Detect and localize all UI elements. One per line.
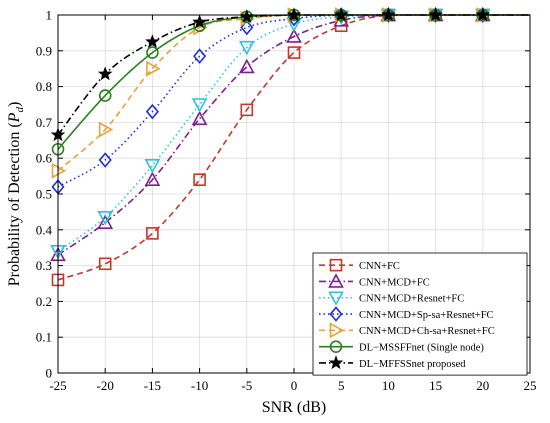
legend-label: CNN+MCD+Ch-sa+Resnet+FC — [359, 326, 495, 337]
data-point-marker — [98, 89, 112, 102]
data-point-marker — [146, 60, 161, 77]
series-line — [57, 14, 530, 281]
tick-labels: -25 -20 -15 -10 -5 0 5 10 15 20 25 0 0.1 0.2 0.3 0.4 0.5… — [36, 8, 537, 394]
y-axis-label-subscript: d — [14, 107, 26, 113]
y-tick-label: 0.9 — [36, 43, 52, 58]
x-tick-label: 0 — [291, 378, 298, 393]
data-point-marker — [240, 103, 254, 117]
x-tick-label: 10 — [382, 378, 395, 393]
legend-label: CNN+MCD+FC — [359, 277, 430, 288]
legend-label: DL−MFFSSnet proposed — [359, 359, 466, 370]
data-point-marker — [145, 34, 160, 49]
data-point-marker — [193, 173, 206, 186]
legend-item: CNN+MCD+Sp-sa+Resnet+FC — [319, 306, 494, 322]
x-tick-label: -25 — [49, 378, 66, 393]
data-point-marker — [238, 58, 255, 74]
y-tick-label: 0.8 — [36, 79, 52, 94]
legend-item: CNN+MCD+Ch-sa+Resnet+FC — [319, 322, 495, 339]
data-point-marker — [98, 121, 114, 138]
data-point-marker — [146, 46, 159, 59]
y-axis-label-symbol: P — [6, 112, 23, 123]
legend-item: CNN+MCD+FC — [319, 273, 430, 288]
x-tick-label: 20 — [476, 378, 489, 393]
legend-label: CNN+FC — [359, 261, 400, 272]
y-tick-label: 0.4 — [36, 222, 53, 237]
data-point-marker — [328, 355, 344, 370]
data-point-marker — [329, 306, 343, 322]
legend-item: DL−MFFSSnet proposed — [319, 355, 466, 370]
data-point-marker — [238, 40, 255, 56]
legend-item: CNN+MCD+Resnet+FC — [319, 291, 464, 306]
data-point-marker — [192, 14, 207, 29]
legend-item: DL−MSSFFnet (Single node) — [319, 340, 484, 353]
data-point-marker — [286, 28, 302, 43]
data-point-marker — [287, 46, 301, 59]
data-point-marker — [146, 227, 159, 240]
data-point-marker — [329, 340, 343, 353]
y-tick-label: 0 — [46, 366, 53, 381]
data-point-marker — [97, 66, 113, 81]
x-tick-label: -10 — [191, 378, 208, 393]
data-point-marker — [328, 291, 344, 306]
data-point-marker — [193, 48, 207, 64]
legend-label: DL−MSSFFnet (Single node) — [359, 342, 484, 353]
x-tick-label: 25 — [524, 378, 537, 393]
x-tick-label: -20 — [97, 378, 114, 393]
y-tick-label: 1 — [46, 8, 53, 23]
data-point-marker — [191, 110, 208, 126]
data-point-marker — [328, 273, 344, 288]
legend-label: CNN+MCD+Sp-sa+Resnet+FC — [359, 310, 494, 321]
data-point-marker — [98, 152, 112, 168]
data-point-marker — [144, 159, 161, 174]
x-tick-label: 5 — [338, 378, 345, 393]
data-point-marker — [329, 258, 343, 272]
x-axis-label: SNR (dB) — [262, 399, 326, 416]
y-tick-label: 0.7 — [36, 115, 53, 130]
y-axis-label-close: ) — [6, 102, 23, 107]
data-point-marker — [240, 19, 254, 36]
data-point-marker — [97, 214, 114, 229]
legend: CNN+FC CNN+MCD+FC CNN+MCD+Resnet+FC CNN+MCD… — [312, 252, 528, 376]
data-point-marker — [329, 322, 345, 339]
x-tick-label: -15 — [144, 378, 161, 393]
data-point-marker — [97, 210, 114, 226]
legend-label: CNN+MCD+Resnet+FC — [359, 294, 464, 305]
data-point-marker — [144, 171, 161, 186]
legend-box — [312, 252, 528, 376]
x-tick-label: 15 — [429, 378, 442, 393]
legend-item: CNN+FC — [319, 258, 400, 272]
x-tick-label: -5 — [241, 378, 252, 393]
y-tick-label: 0.6 — [36, 151, 53, 166]
y-tick-label: 0.5 — [36, 187, 52, 202]
y-tick-label: 0.1 — [36, 330, 52, 345]
y-axis-label: Probability of Detection (Pd) — [6, 102, 26, 287]
y-axis-label-text: Probability of Detection ( — [6, 122, 23, 286]
data-point-marker — [191, 98, 208, 113]
y-tick-label: 0.2 — [36, 294, 52, 309]
y-tick-label: 0.3 — [36, 258, 52, 273]
data-point-marker — [98, 257, 112, 271]
data-point-marker — [145, 103, 159, 120]
